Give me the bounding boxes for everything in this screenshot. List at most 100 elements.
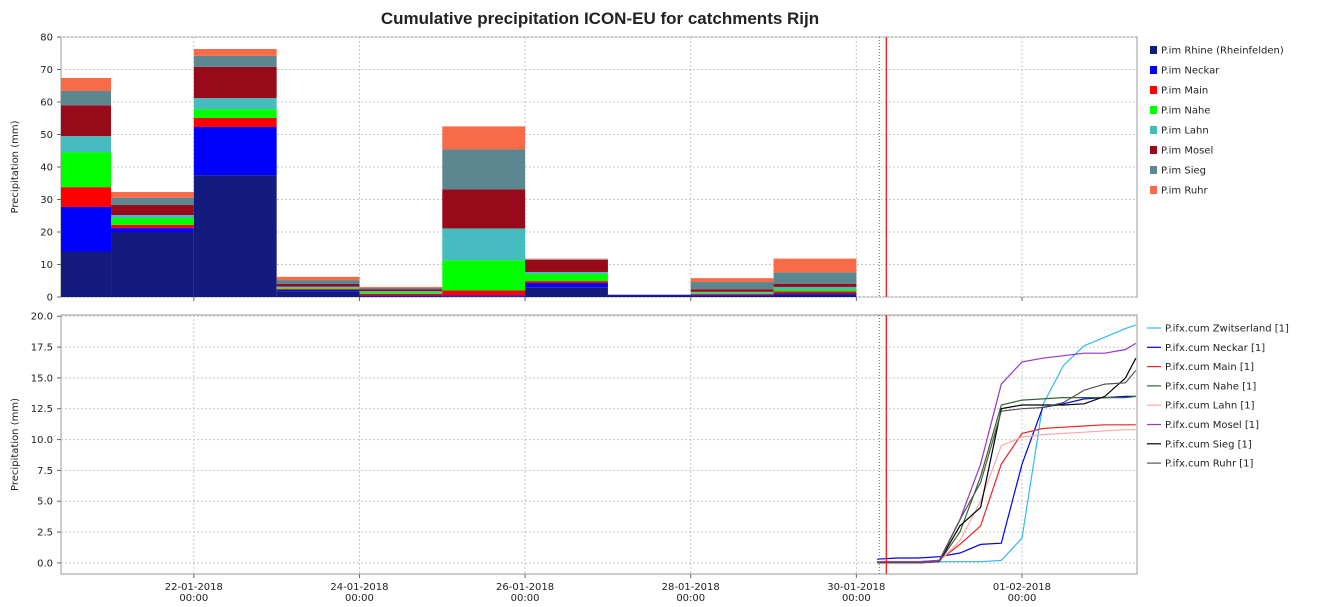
- y-tick-label: 10: [40, 260, 53, 271]
- bar-segment: [111, 197, 194, 206]
- y-tick-label: 5.0: [37, 497, 53, 508]
- bar-segment: [359, 287, 443, 290]
- y-tick-label: 40: [40, 163, 53, 174]
- bar-segment: [690, 291, 774, 293]
- x-tick-label-line: 00:00: [179, 593, 208, 604]
- bar-segment: [525, 258, 608, 260]
- bar-segment: [690, 292, 774, 294]
- bar-segment: [111, 215, 194, 219]
- legend-label: P.ifx.cum Sieg [1]: [1165, 439, 1252, 450]
- bar-segment: [111, 218, 194, 225]
- bar-segment: [773, 294, 857, 297]
- legend-swatch: [1150, 166, 1157, 174]
- bar-segment: [61, 105, 112, 137]
- x-tick-label-line: 00:00: [842, 593, 871, 604]
- plot-area: [60, 314, 1138, 575]
- bar-segment: [111, 232, 194, 297]
- bar-segment: [193, 127, 277, 176]
- bar-segment: [359, 296, 443, 297]
- y-axis-label: Precipitation (mm): [10, 120, 21, 213]
- bar-segment: [773, 286, 857, 290]
- bar-segment: [359, 292, 443, 294]
- legend-swatch: [1150, 106, 1157, 114]
- y-tick-label: 7.5: [37, 466, 53, 477]
- legend-label: P.ifx.cum Nahe [1]: [1165, 381, 1256, 392]
- bar-segment: [61, 90, 112, 106]
- x-tick-label: 22-01-2018 00:00: [165, 582, 223, 604]
- bar-segment: [525, 281, 608, 284]
- chart-title: Cumulative precipitation ICON-EU for cat…: [381, 9, 819, 28]
- legend-swatch: [1150, 46, 1157, 54]
- y-tick-label: 0: [47, 293, 53, 304]
- legend-label: P.ifx.cum Neckar [1]: [1165, 343, 1265, 354]
- bar-segment: [276, 289, 360, 292]
- x-tick-label-line: 00:00: [1008, 593, 1037, 604]
- bar-segment: [61, 152, 112, 188]
- legend-label: P.ifx.cum Ruhr [1]: [1165, 459, 1254, 470]
- bar-segment: [359, 291, 443, 293]
- legend-label: P.im Lahn: [1161, 126, 1209, 137]
- bar-segment: [690, 293, 774, 295]
- bar-segment: [359, 286, 443, 288]
- bar-segment: [773, 258, 857, 273]
- legend-label: P.ifx.cum Lahn [1]: [1165, 401, 1255, 412]
- bar-segment: [773, 289, 857, 292]
- x-tick-label: 30-01-2018 00:00: [827, 582, 885, 604]
- legend-label: P.im Neckar: [1161, 66, 1220, 77]
- bar-segment: [111, 228, 194, 232]
- bar-segment: [525, 259, 608, 272]
- y-tick-label: 50: [40, 130, 53, 141]
- bar-segment: [773, 283, 857, 287]
- x-tick-label-line: 26-01-2018: [496, 582, 554, 593]
- legend-label: P.ifx.cum Zwitserland [1]: [1165, 324, 1289, 335]
- y-tick-label: 10.0: [31, 435, 53, 446]
- x-tick-label-line: 00:00: [511, 593, 540, 604]
- x-tick-label-line: 30-01-2018: [827, 582, 885, 593]
- y-tick-label: 70: [40, 65, 53, 76]
- bar-segment: [359, 295, 443, 297]
- bar-segment: [773, 272, 857, 284]
- bar-segment: [442, 149, 526, 190]
- legend-label: P.ifx.cum Main [1]: [1165, 362, 1254, 373]
- bar-segment: [276, 288, 360, 290]
- bar-segment: [690, 278, 774, 283]
- bar-segment: [525, 283, 608, 288]
- y-tick-label: 17.5: [31, 343, 53, 354]
- legend-label: P.im Mosel: [1161, 146, 1213, 157]
- y-tick-label: 20.0: [31, 312, 53, 323]
- bar-segment: [193, 49, 277, 56]
- plot-marks: [61, 49, 857, 297]
- legend-swatch: [1150, 126, 1157, 134]
- bar-segment: [442, 228, 526, 261]
- plot-marks: [877, 324, 1137, 564]
- bar-segment: [111, 224, 194, 229]
- legend-swatch: [1150, 186, 1157, 194]
- bar-segment: [525, 271, 608, 274]
- bar-segment: [61, 136, 112, 153]
- x-tick-label-line: 24-01-2018: [330, 582, 388, 593]
- bar-segment: [193, 98, 277, 110]
- bar-segment: [359, 293, 443, 296]
- x-tick-label-line: 22-01-2018: [165, 582, 223, 593]
- bar-segment: [773, 293, 857, 295]
- bar-segment: [607, 295, 691, 297]
- bar-segment: [276, 276, 360, 281]
- y-tick-label: 2.5: [37, 528, 53, 539]
- bar-segment: [193, 55, 277, 67]
- legend-label: P.im Ruhr: [1161, 186, 1209, 197]
- legend-label: P.ifx.cum Mosel [1]: [1165, 420, 1259, 431]
- y-tick-label: 80: [40, 33, 53, 44]
- line: [877, 342, 1137, 563]
- bar-segment: [525, 287, 608, 297]
- x-tick-label: 24-01-2018 00:00: [330, 582, 388, 604]
- legend-label: P.im Main: [1161, 86, 1208, 97]
- bar-segment: [111, 205, 194, 216]
- bar-segment: [193, 175, 277, 297]
- bar-segment: [690, 295, 774, 297]
- y-tick-label: 12.5: [31, 404, 53, 415]
- x-tick-label-line: 00:00: [345, 593, 374, 604]
- bar-segment: [690, 282, 774, 290]
- bar-segment: [525, 259, 608, 260]
- bar-segment: [111, 192, 194, 198]
- bar-segment: [61, 206, 112, 252]
